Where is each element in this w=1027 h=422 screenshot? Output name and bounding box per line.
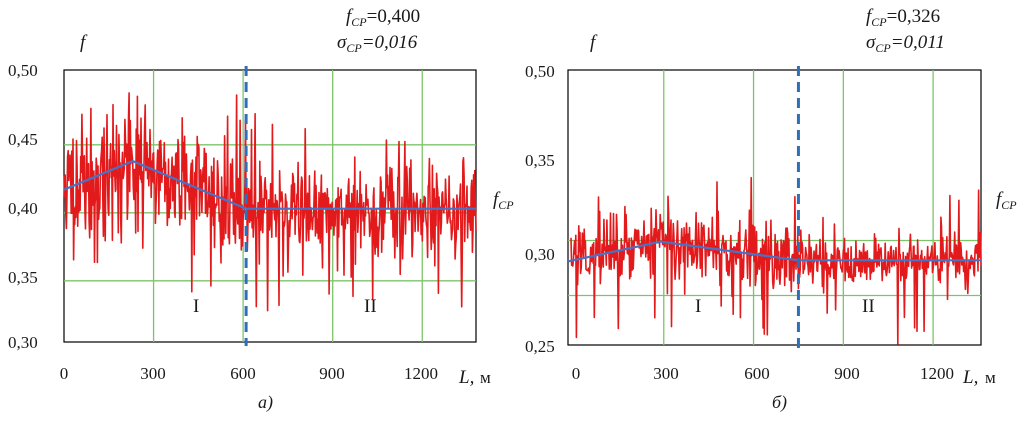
chart-a-xtick: 0 [60, 364, 69, 383]
chart-b-sigma-symbol: σ [866, 32, 876, 53]
chart-a-ytick: 0,45 [8, 130, 38, 149]
chart-b-zone-label: II [862, 296, 875, 317]
plot-frame [567, 69, 982, 346]
chart-a-fcp-subscript: CP [498, 198, 514, 212]
chart-a-xtick: 600 [230, 364, 256, 383]
chart-a-x-unit: м [480, 368, 491, 387]
chart-a-f-mean-subscript: CP [351, 15, 367, 29]
chart-a-x-axis-name: L, [458, 367, 474, 388]
noise-series-line [63, 92, 477, 312]
chart-a-caption: a) [258, 392, 273, 413]
chart-b-trend-series [567, 240, 981, 263]
chart-b-sigma-value: =0,011 [891, 32, 945, 53]
chart-a-sigma-value: =0,016 [362, 32, 418, 53]
chart-b-fcp-label: fCP [996, 189, 1017, 212]
chart-b-ytick: 0,35 [525, 151, 555, 170]
chart-a-f-mean: fCP=0,400 [346, 6, 420, 29]
chart-b-ytick: 0,25 [525, 337, 555, 356]
chart-a-ytick: 0,40 [8, 199, 38, 218]
chart-a-f-mean-symbol: f [346, 6, 354, 27]
chart-b-fcp-subscript: CP [1001, 198, 1017, 212]
chart-b-sigma-subscript: CP [875, 41, 891, 55]
chart-a-ytick: 0,35 [8, 268, 38, 287]
chart-b-fcp-symbol: f [996, 189, 1004, 210]
chart-b-noise-series [570, 176, 982, 345]
chart-b-xtick: 300 [653, 364, 679, 383]
chart-a-zone-label: II [364, 296, 377, 317]
chart-a-xtick: 900 [319, 364, 345, 383]
noise-series-line [570, 176, 982, 345]
trend-series-line [63, 159, 476, 210]
chart-a-fcp-symbol: f [493, 189, 501, 210]
chart-a: 0,30 0,35 0,40 0,45 0,50 0 300 600 900 1… [8, 6, 514, 413]
chart-b-xtick: 900 [834, 364, 860, 383]
chart-b-ytick: 0,50 [525, 62, 555, 81]
chart-b-xtick: 0 [572, 364, 581, 383]
chart-b-ytick: 0,30 [525, 245, 555, 264]
chart-a-sigma-symbol: σ [337, 32, 347, 53]
chart-a-sigma: σCP=0,016 [337, 32, 418, 55]
chart-b-zone-label: I [695, 296, 701, 317]
chart-b-f-mean-symbol: f [866, 6, 874, 27]
chart-a-zone-label: I [193, 296, 199, 317]
chart-b-y-axis-name: f [590, 32, 598, 53]
chart-a-xtick: 300 [140, 364, 166, 383]
trend-series-line [567, 240, 981, 263]
chart-a-sigma-subscript: CP [346, 41, 362, 55]
chart-b-x-unit: м [985, 368, 996, 387]
chart-b-f-mean-value: =0,326 [887, 6, 940, 27]
chart-a-noise-series [63, 92, 477, 312]
chart-b-x-axis-name: L, [962, 367, 978, 388]
chart-a-f-mean-value: =0,400 [367, 6, 420, 27]
chart-b-caption: б) [772, 392, 787, 413]
chart-a-y-axis-name: f [80, 32, 88, 53]
chart-b: 0,25 0,30 0,35 0,50 0 300 600 900 1200 f… [525, 6, 1017, 413]
chart-b-xtick: 600 [744, 364, 770, 383]
chart-a-xtick: 1200 [404, 364, 438, 383]
chart-a-fcp-label: fCP [493, 189, 514, 212]
chart-b-f-mean-subscript: CP [871, 15, 887, 29]
chart-a-ytick: 0,50 [8, 61, 38, 80]
chart-b-sigma: σCP=0,011 [866, 32, 945, 55]
chart-b-f-mean: fCP=0,326 [866, 6, 940, 29]
chart-a-grid [63, 69, 477, 343]
chart-a-ytick: 0,30 [8, 333, 38, 352]
chart-b-xtick: 1200 [920, 364, 954, 383]
chart-a-trend-series [63, 159, 476, 210]
chart-b-grid [567, 69, 982, 346]
